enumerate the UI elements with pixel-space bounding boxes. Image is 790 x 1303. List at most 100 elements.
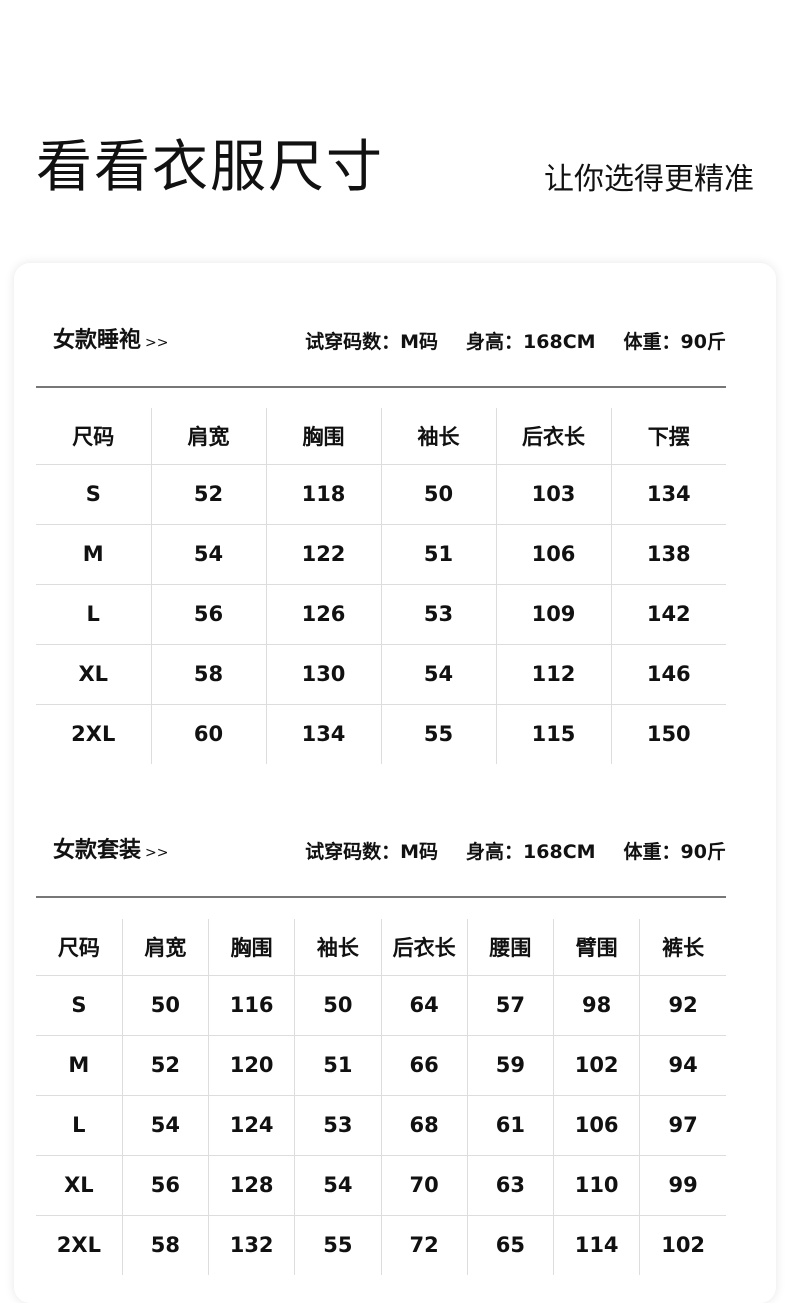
table-cell: L bbox=[36, 1095, 123, 1156]
column-header: 尺码 bbox=[36, 408, 152, 465]
table-cell: 94 bbox=[639, 1035, 726, 1096]
column-header: 肩宽 bbox=[151, 408, 267, 465]
arrow-icon: >> bbox=[145, 335, 169, 351]
section-header: 女款套装 >> 试穿码数：M码 身高：168CM 体重：90斤 bbox=[36, 836, 726, 896]
arrow-icon: >> bbox=[145, 845, 169, 861]
table-cell: 106 bbox=[553, 1095, 641, 1156]
section-header: 女款睡袍 >> 试穿码数：M码 身高：168CM 体重：90斤 bbox=[36, 326, 726, 386]
column-header: 袖长 bbox=[381, 408, 497, 465]
column-header: 腰围 bbox=[467, 919, 555, 976]
model-weight: 体重：90斤 bbox=[623, 841, 726, 863]
table-cell: 55 bbox=[294, 1215, 382, 1275]
table-row: XL 58 130 54 112 146 bbox=[36, 644, 726, 705]
table-cell: 58 bbox=[122, 1215, 210, 1275]
size-table: 尺码 肩宽 胸围 袖长 后衣长 下摆 S 52 118 50 103 134 M 54 122 51 106 13… bbox=[36, 408, 726, 764]
table-cell: 102 bbox=[553, 1035, 641, 1096]
column-header: 后衣长 bbox=[381, 919, 468, 976]
table-row: M 54 122 51 106 138 bbox=[36, 524, 726, 585]
table-cell: 53 bbox=[294, 1095, 382, 1156]
table-row: 2XL 60 134 55 115 150 bbox=[36, 704, 726, 764]
table-cell: XL bbox=[36, 1155, 123, 1216]
table-cell: 114 bbox=[553, 1215, 641, 1275]
table-cell: 103 bbox=[496, 464, 612, 525]
table-cell: 54 bbox=[381, 644, 497, 705]
table-cell: 142 bbox=[611, 584, 726, 645]
model-weight: 体重：90斤 bbox=[623, 331, 726, 353]
table-cell: 124 bbox=[208, 1095, 296, 1156]
table-row: L 54 124 53 68 61 106 97 bbox=[36, 1095, 726, 1156]
table-cell: 59 bbox=[467, 1035, 555, 1096]
table-cell: 56 bbox=[151, 584, 267, 645]
page-subtitle: 让你选得更精准 bbox=[544, 162, 754, 197]
table-cell: 110 bbox=[553, 1155, 641, 1216]
table-cell: 53 bbox=[381, 584, 497, 645]
column-header: 肩宽 bbox=[122, 919, 210, 976]
divider bbox=[36, 896, 726, 898]
column-header: 胸围 bbox=[208, 919, 296, 976]
table-cell: 2XL bbox=[36, 704, 152, 764]
table-cell: 134 bbox=[611, 464, 726, 525]
try-size: 试穿码数：M码 bbox=[305, 841, 439, 863]
table-cell: 126 bbox=[266, 584, 382, 645]
table-cell: 116 bbox=[208, 975, 296, 1036]
table-header-row: 尺码 肩宽 胸围 袖长 后衣长 腰围 臂围 裤长 bbox=[36, 919, 726, 976]
table-row: 2XL 58 132 55 72 65 114 102 bbox=[36, 1215, 726, 1275]
table-cell: XL bbox=[36, 644, 152, 705]
table-cell: 52 bbox=[122, 1035, 210, 1096]
table-header-row: 尺码 肩宽 胸围 袖长 后衣长 下摆 bbox=[36, 408, 726, 465]
section-name: 女款套装 bbox=[53, 838, 142, 863]
table-cell: 120 bbox=[208, 1035, 296, 1096]
table-cell: S bbox=[36, 975, 123, 1036]
table-cell: 55 bbox=[381, 704, 497, 764]
column-header: 臂围 bbox=[553, 919, 641, 976]
table-cell: 64 bbox=[381, 975, 468, 1036]
column-header: 下摆 bbox=[611, 408, 726, 465]
model-height: 身高：168CM bbox=[466, 841, 596, 863]
table-cell: 2XL bbox=[36, 1215, 123, 1275]
model-height: 身高：168CM bbox=[466, 331, 596, 353]
table-cell: 112 bbox=[496, 644, 612, 705]
table-cell: 118 bbox=[266, 464, 382, 525]
table-cell: 106 bbox=[496, 524, 612, 585]
table-cell: 50 bbox=[381, 464, 497, 525]
table-cell: 52 bbox=[151, 464, 267, 525]
table-cell: 68 bbox=[381, 1095, 468, 1156]
table-cell: 60 bbox=[151, 704, 267, 764]
divider bbox=[36, 386, 726, 388]
page-title: 看看衣服尺寸 bbox=[36, 135, 384, 200]
section-robe: 女款睡袍 >> 试穿码数：M码 身高：168CM 体重：90斤 尺码 肩宽 胸围 袖长 后衣长… bbox=[36, 326, 726, 764]
table-cell: 132 bbox=[208, 1215, 296, 1275]
table-cell: 51 bbox=[381, 524, 497, 585]
table-cell: 138 bbox=[611, 524, 726, 585]
section-title: 女款睡袍 >> bbox=[53, 326, 168, 358]
table-cell: 50 bbox=[294, 975, 382, 1036]
table-row: L 56 126 53 109 142 bbox=[36, 584, 726, 645]
table-cell: 102 bbox=[661, 1233, 706, 1258]
table-cell: 70 bbox=[381, 1155, 468, 1216]
model-info: 试穿码数：M码 身高：168CM 体重：90斤 bbox=[277, 838, 726, 866]
table-cell: M bbox=[36, 524, 152, 585]
table-cell: 66 bbox=[381, 1035, 468, 1096]
size-table: 尺码 肩宽 胸围 袖长 后衣长 腰围 臂围 裤长 S 50 116 50 64 57 98 92 M 52 120 5… bbox=[36, 919, 726, 1275]
table-cell: 72 bbox=[381, 1215, 468, 1275]
column-header: 后衣长 bbox=[496, 408, 612, 465]
column-header: 袖长 bbox=[294, 919, 382, 976]
section-set: 女款套装 >> 试穿码数：M码 身高：168CM 体重：90斤 尺码 肩宽 胸围 袖长 后衣长… bbox=[36, 836, 726, 1275]
table-cell: 122 bbox=[266, 524, 382, 585]
table-cell: M bbox=[36, 1035, 123, 1096]
table-cell: 109 bbox=[496, 584, 612, 645]
table-cell: 99 bbox=[639, 1155, 726, 1216]
table-cell: 50 bbox=[122, 975, 210, 1036]
table-cell: 130 bbox=[266, 644, 382, 705]
table-cell: 98 bbox=[553, 975, 641, 1036]
table-cell: 92 bbox=[639, 975, 726, 1036]
column-header: 胸围 bbox=[266, 408, 382, 465]
table-cell: 58 bbox=[151, 644, 267, 705]
table-cell: 54 bbox=[151, 524, 267, 585]
column-header: 尺码 bbox=[36, 919, 123, 976]
table-cell: 128 bbox=[208, 1155, 296, 1216]
table-cell: 65 bbox=[467, 1215, 555, 1275]
table-cell: S bbox=[36, 464, 152, 525]
table-row: S 52 118 50 103 134 bbox=[36, 464, 726, 525]
table-cell: 54 bbox=[294, 1155, 382, 1216]
